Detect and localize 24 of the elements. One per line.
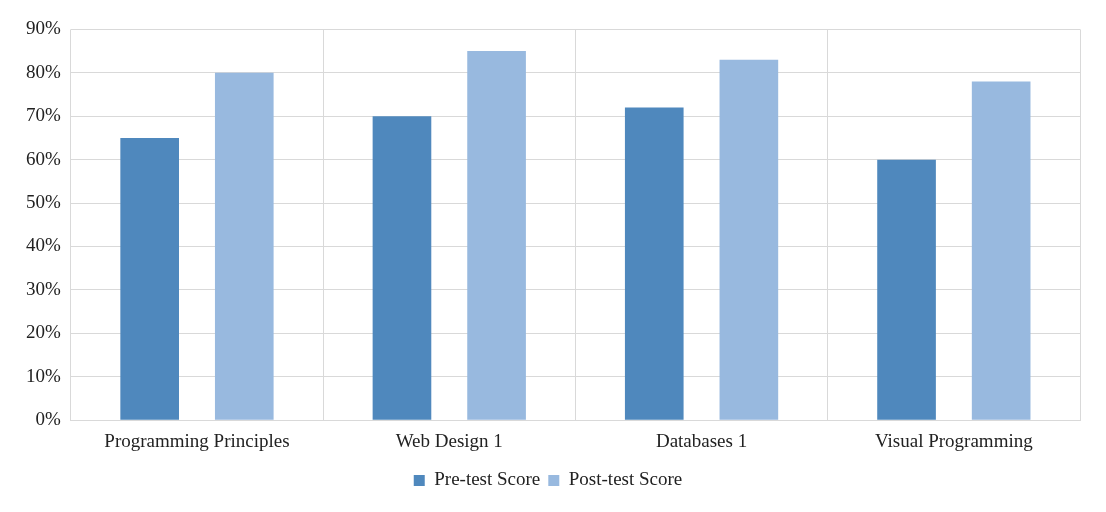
bar xyxy=(372,116,432,420)
bar xyxy=(467,51,526,420)
bar xyxy=(971,81,1031,420)
y-tick-label: 30% xyxy=(26,277,61,299)
y-tick-label: 10% xyxy=(26,364,61,386)
y-tick-label: 80% xyxy=(26,60,61,82)
y-tick-label: 70% xyxy=(26,104,61,126)
y-tick-label: 20% xyxy=(26,321,61,343)
bar xyxy=(214,72,274,420)
x-tick-label: Web Design 1 xyxy=(395,429,503,451)
legend-label: Post-test Score xyxy=(568,468,683,490)
y-tick-label: 90% xyxy=(26,17,61,39)
y-tick-label: 0% xyxy=(35,408,61,430)
x-tick-label: Programming Principles xyxy=(104,429,290,451)
x-tick-label: Databases 1 xyxy=(655,429,748,451)
x-tick-label: Visual Programming xyxy=(874,429,1034,451)
bar xyxy=(719,59,779,420)
bar xyxy=(624,107,684,420)
y-tick-label: 40% xyxy=(26,234,61,256)
y-tick-label: 60% xyxy=(26,147,61,169)
y-tick-label: 50% xyxy=(26,191,61,213)
bar xyxy=(120,137,179,420)
legend-label: Pre-test Score xyxy=(434,468,541,490)
bar xyxy=(877,159,936,420)
